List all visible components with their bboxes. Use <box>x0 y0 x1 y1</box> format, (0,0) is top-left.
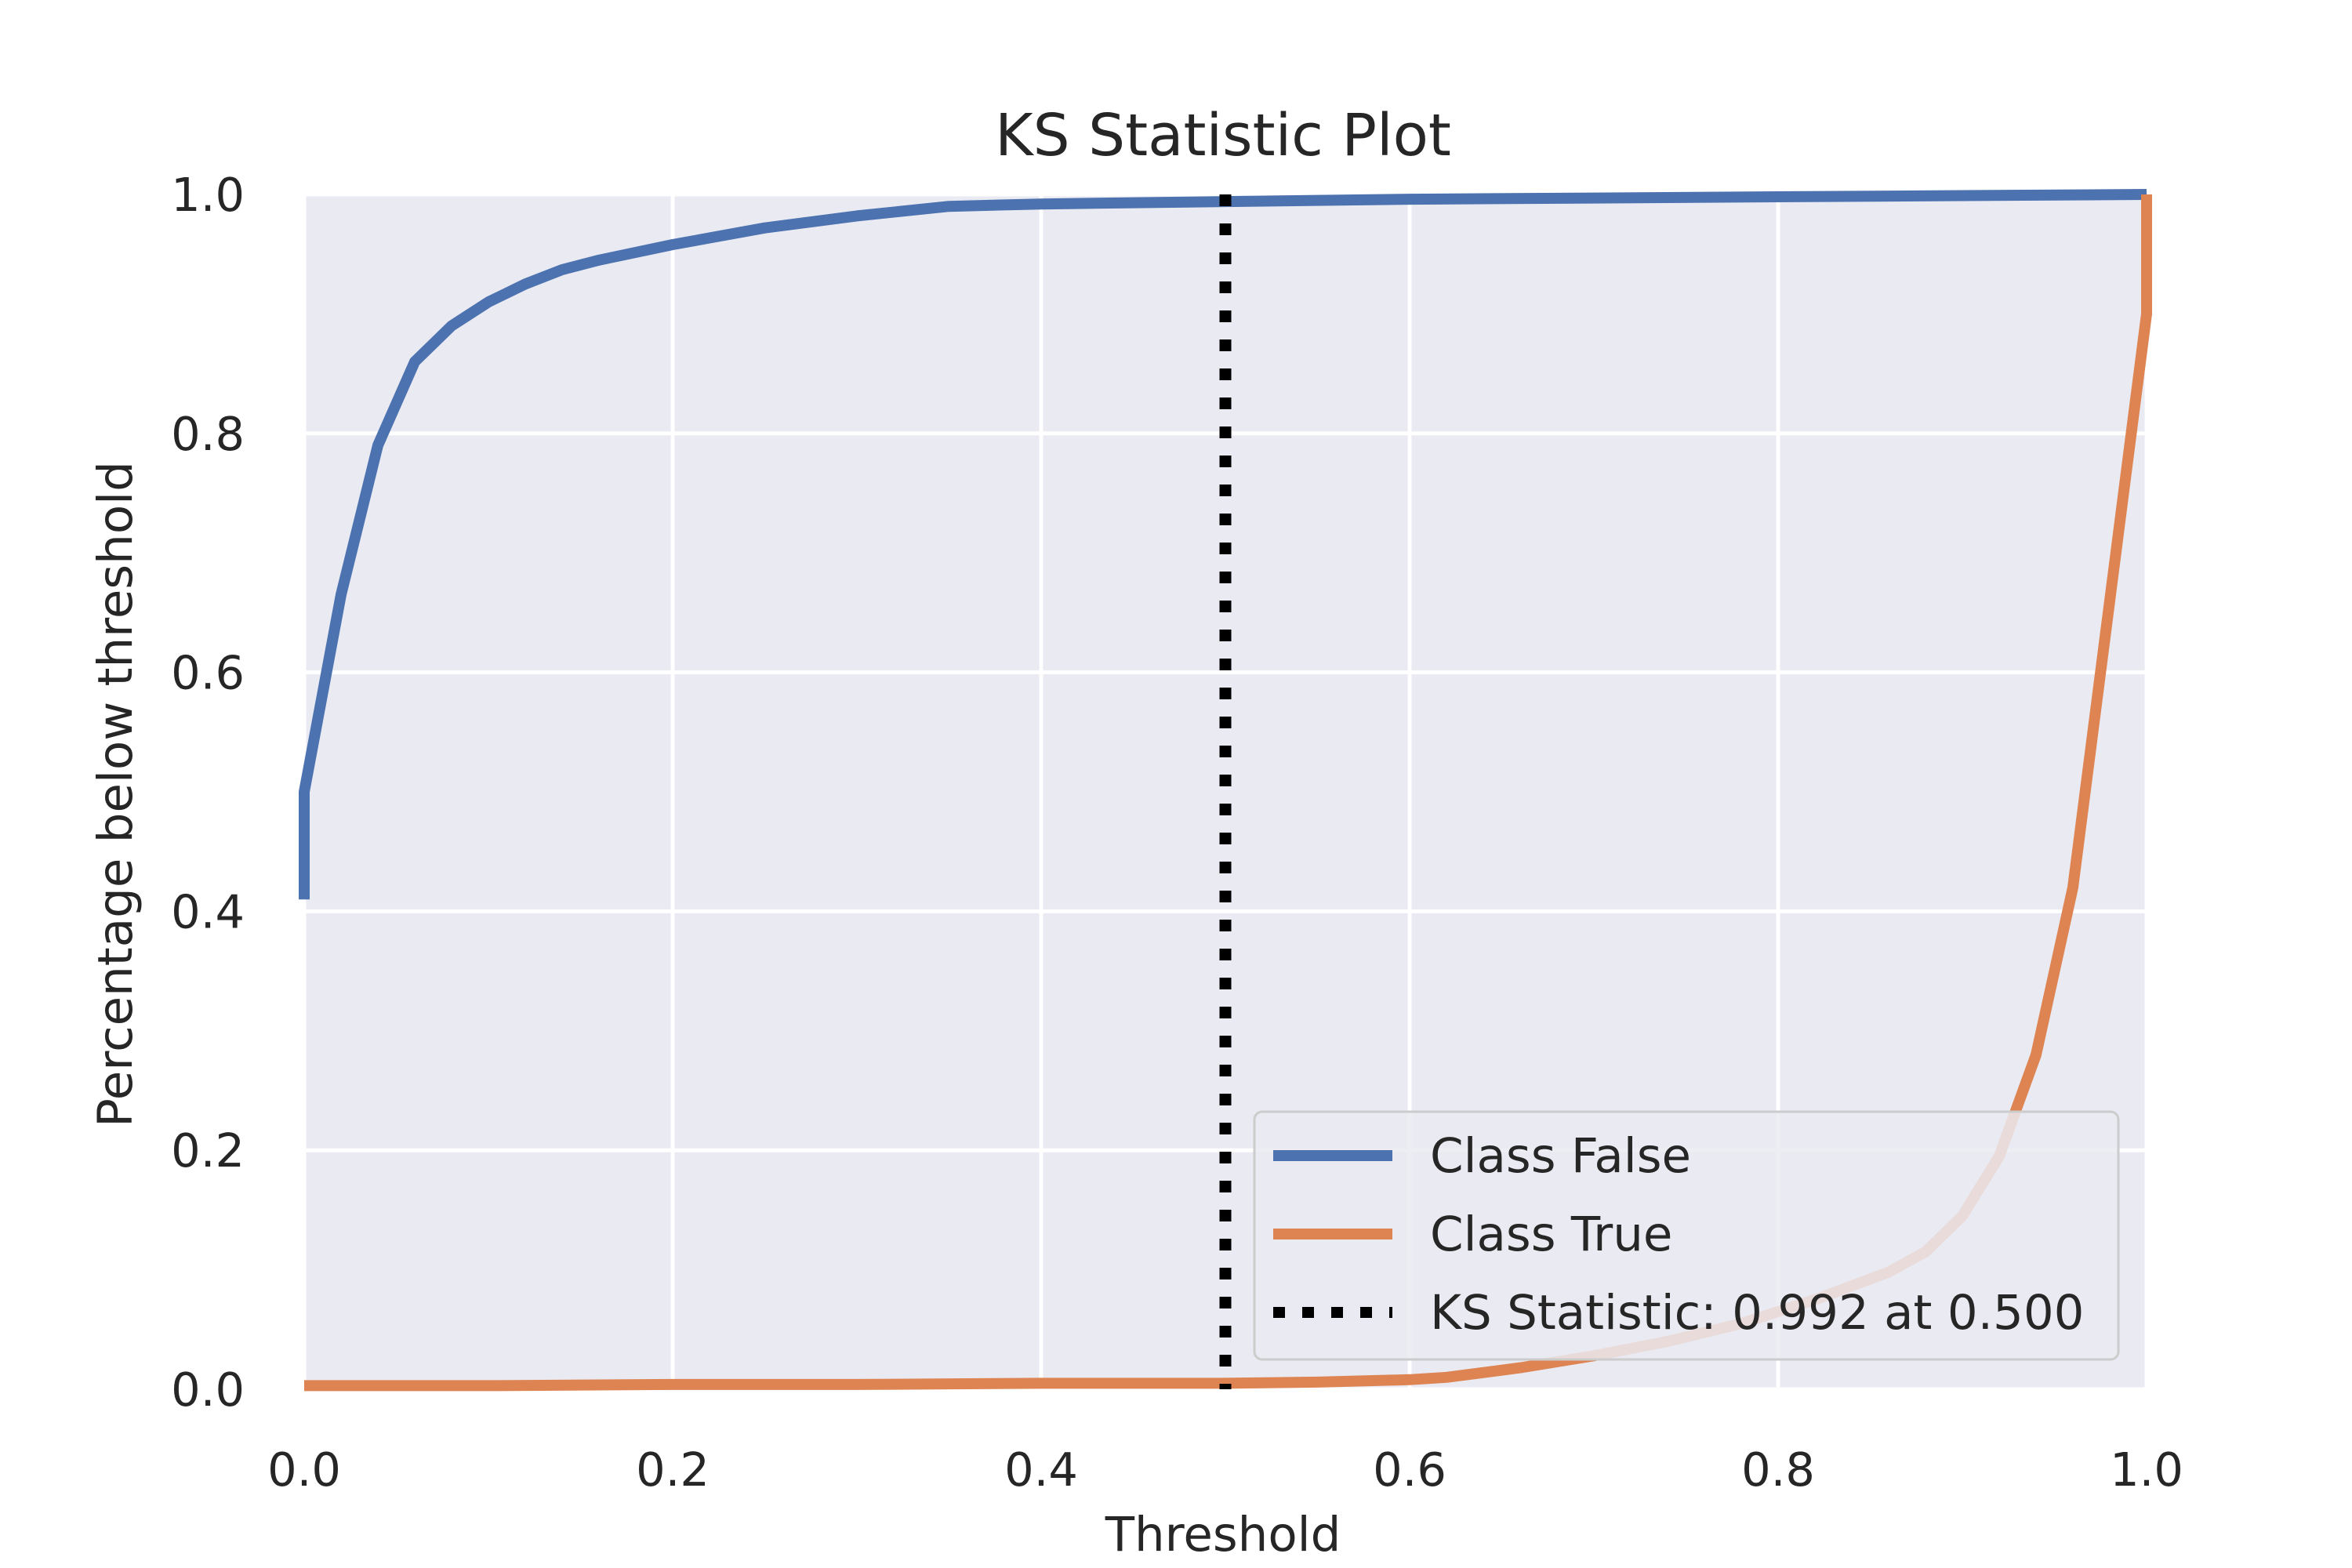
y-tick-label: 0.8 <box>171 407 245 461</box>
y-axis-label: Percentage below threshold <box>88 461 143 1127</box>
x-tick-label: 0.0 <box>267 1443 341 1497</box>
series-line-class-false <box>299 189 2147 900</box>
x-tick-label: 0.6 <box>1373 1443 1446 1497</box>
chart-title: KS Statistic Plot <box>995 102 1451 169</box>
y-tick-label: 0.0 <box>171 1363 245 1417</box>
x-tick-label: 1.0 <box>2110 1443 2183 1497</box>
x-tick-labels: 0.0 0.2 0.4 0.6 0.8 1.0 <box>267 1443 2183 1497</box>
y-tick-label: 0.4 <box>171 884 245 938</box>
legend-box <box>1253 1110 2120 1361</box>
legend-entry-label: Class True <box>1430 1207 1672 1262</box>
x-axis-label: Threshold <box>1105 1507 1341 1563</box>
x-tick-label: 0.4 <box>1004 1443 1078 1497</box>
legend-entry-label: KS Statistic: 0.992 at 0.500 <box>1430 1285 2084 1341</box>
y-tick-label: 0.2 <box>171 1123 245 1178</box>
legend: Class False Class True KS Statistic: 0.992… <box>1253 1110 2120 1361</box>
y-tick-labels: 0.0 0.2 0.4 0.6 0.8 1.0 <box>171 168 245 1417</box>
y-tick-label: 1.0 <box>171 168 245 222</box>
y-tick-label: 0.6 <box>171 646 245 700</box>
x-tick-label: 0.2 <box>636 1443 710 1497</box>
legend-entry-label: Class False <box>1430 1128 1691 1184</box>
x-tick-label: 0.8 <box>1741 1443 1815 1497</box>
